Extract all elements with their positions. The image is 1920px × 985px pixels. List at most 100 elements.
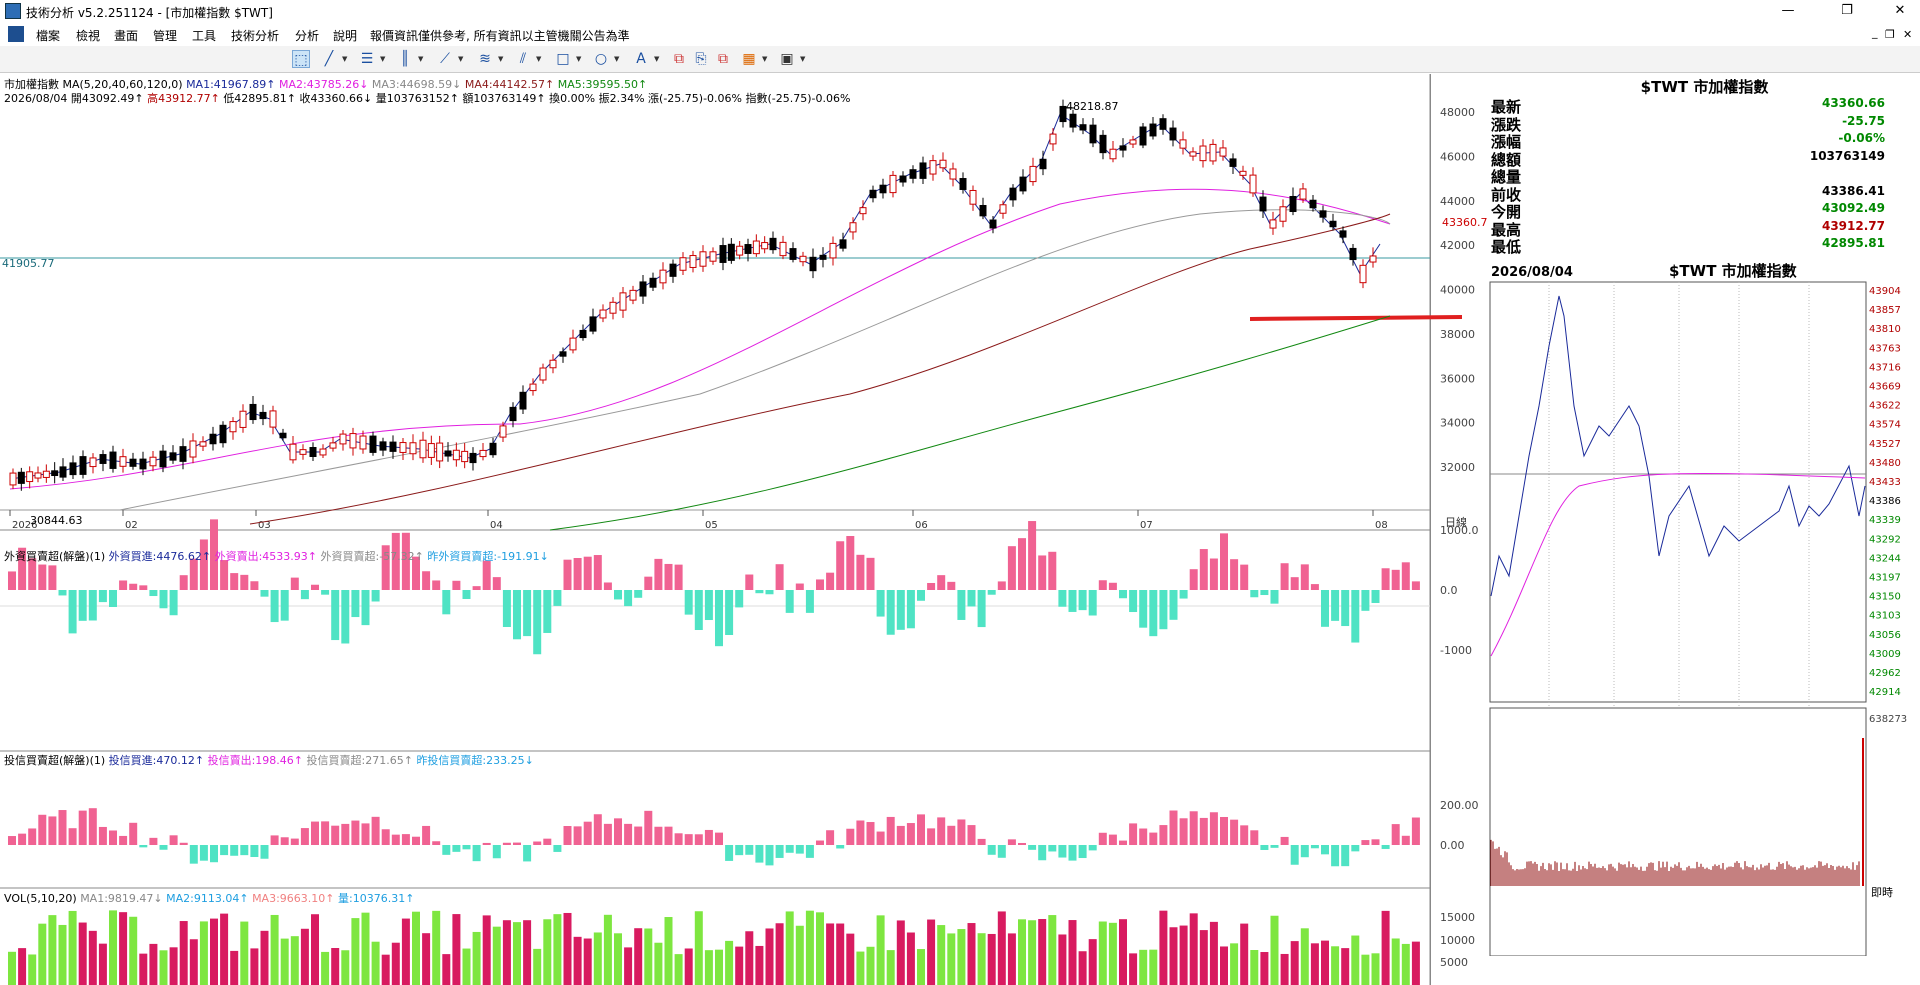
candle-body [1259,196,1267,212]
candle-body [9,472,17,486]
menu-file[interactable]: 檔案 [36,29,61,43]
document-icon[interactable] [8,26,24,42]
trust-bar [533,841,542,845]
candle-body [409,442,417,455]
foreign-bar [210,519,218,590]
trust-prev: 昨投信買賣超:233.25↓ [416,754,534,767]
menu-view[interactable]: 檢視 [76,29,101,43]
quote-value: 103763149 [1809,148,1885,163]
minimize-button[interactable]: — [1781,3,1795,18]
grid-icon[interactable]: ▦ [742,51,756,67]
volume-bar [523,920,532,985]
quote-row: 前收 43386.41 [1491,184,1885,204]
foreign-bar [755,590,764,594]
ma-value-2: MA2:43785.26↓ [275,78,369,91]
volume-bar [1321,940,1329,985]
bars-icon[interactable]: ║ [400,51,410,67]
volume-bar [1098,921,1107,985]
ma3-line [119,209,1391,511]
trust-bar [816,840,824,845]
menu-analysis[interactable]: 分析 [295,29,320,43]
volume-bar [1361,954,1370,985]
candle-body [529,383,537,392]
mdi-minimize-button[interactable]: _ [1872,26,1878,39]
candle-body [599,309,607,319]
quote-label: 前收 [1491,185,1522,204]
ohlc-field: 高43912.77↑ [147,92,224,105]
candle-body [752,240,760,255]
candlestick-chart[interactable]: 48000 46000 44000 42000 40000 38000 36000 34000… [0,74,1490,985]
candle-body [17,471,25,484]
paste-icon[interactable]: ⎘ [695,51,707,67]
foreign-bar [331,590,340,641]
foreign-bar [462,590,471,599]
candle-body [619,292,627,311]
candle-body [469,452,477,464]
fan-icon[interactable]: ⟋ [440,51,450,67]
quote-row: 最新 43360.66 [1491,96,1885,116]
intraday-price-tick: 43716 [1869,362,1901,373]
menu-help[interactable]: 說明 [333,29,358,43]
candle-body [649,277,657,288]
trust-bar [1280,836,1289,845]
restore-button[interactable]: ❐ [1841,3,1853,18]
foreign-bar [694,590,703,631]
candle-body [629,289,637,301]
foreign-bar [230,573,239,590]
mdi-close-button[interactable]: ✕ [1903,28,1913,41]
candle-body [736,245,744,256]
foreign-bar [816,579,824,590]
candle-body [539,367,547,381]
intraday-chart[interactable]: 2026/08/04 $TWT 市加權指數 43904 43857 43810 43763… [1489,256,1920,956]
trust-bar [593,814,602,845]
menu-screen[interactable]: 畫面 [114,29,139,43]
candle-body [659,269,667,284]
foreign-bar [745,574,754,590]
text-icon[interactable]: ☰ [360,51,374,67]
mdi-restore-button[interactable]: ❐ [1885,28,1895,41]
paste-special-icon[interactable]: ⧉ [718,51,728,67]
foreign-bar [139,585,148,590]
volume-bar [422,933,431,985]
candle-body [989,219,997,229]
trust-bar [472,845,481,862]
channel-icon[interactable]: ≋ [479,51,491,67]
menu-manage[interactable]: 管理 [153,29,178,43]
menu-tools[interactable]: 工具 [192,29,217,43]
rect-icon[interactable]: □ [556,51,570,67]
volume-bar [88,930,97,985]
foreign-bar [371,590,380,602]
ma4-line [249,213,1391,525]
trust-bar [1169,810,1178,845]
trust-bar [523,845,532,862]
volume-bar [603,914,612,985]
trust-bar [28,828,37,845]
foreign-bar [401,532,410,590]
dropdown-arrow-icon: ▼ [614,55,620,63]
close-button[interactable]: ✕ [1894,3,1906,18]
candle-body [689,255,697,268]
foreign-bar [482,560,491,590]
ellipse-icon[interactable]: ○ [594,51,608,67]
candle-body [1069,113,1077,128]
trust-bar [725,845,734,861]
foreign-bar [1260,590,1269,596]
menu-technical[interactable]: 技術分析 [231,29,280,43]
volume-bar [462,948,471,985]
line-icon[interactable]: ╱ [324,51,334,67]
trust-bar [1401,835,1410,845]
cursor-icon[interactable]: ⬚ [292,50,310,68]
trust-bar [573,826,582,845]
foreign-bar [614,590,622,600]
candle-body [899,175,907,183]
volume-bar [220,913,229,985]
pitchfork-icon[interactable]: ⫽ [519,51,527,67]
text-a-icon[interactable]: A [636,51,646,67]
copy-icon[interactable]: ⧉ [674,51,684,67]
save-icon[interactable]: ▣ [780,51,794,67]
foreign-bar [1331,590,1340,621]
candle-body [1129,139,1137,145]
foreign-buy: 外資買進:4476.62↑ [108,550,212,563]
quote-row: 漲幅 -0.06% [1491,131,1885,151]
foreign-bar [280,590,289,621]
